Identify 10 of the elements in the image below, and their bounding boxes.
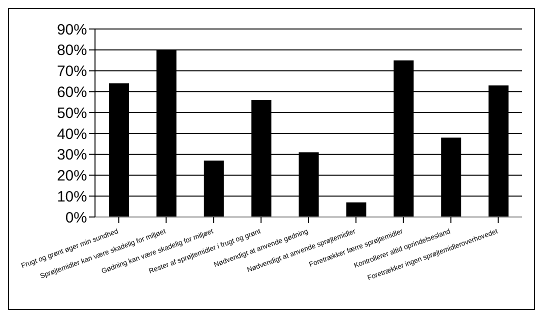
y-tick-label: 60% [56,84,87,101]
y-tick-label: 80% [56,42,87,60]
y-tick-label: 30% [56,146,87,164]
y-tick-label: 90% [56,21,87,38]
y-tick-label: 20% [56,168,87,185]
y-tick-label: 50% [56,104,87,122]
y-tick-label: 10% [56,188,87,206]
y-tick-label: 0% [65,209,87,226]
y-tick-label: 70% [56,63,87,80]
y-tick-label: 40% [56,126,87,143]
